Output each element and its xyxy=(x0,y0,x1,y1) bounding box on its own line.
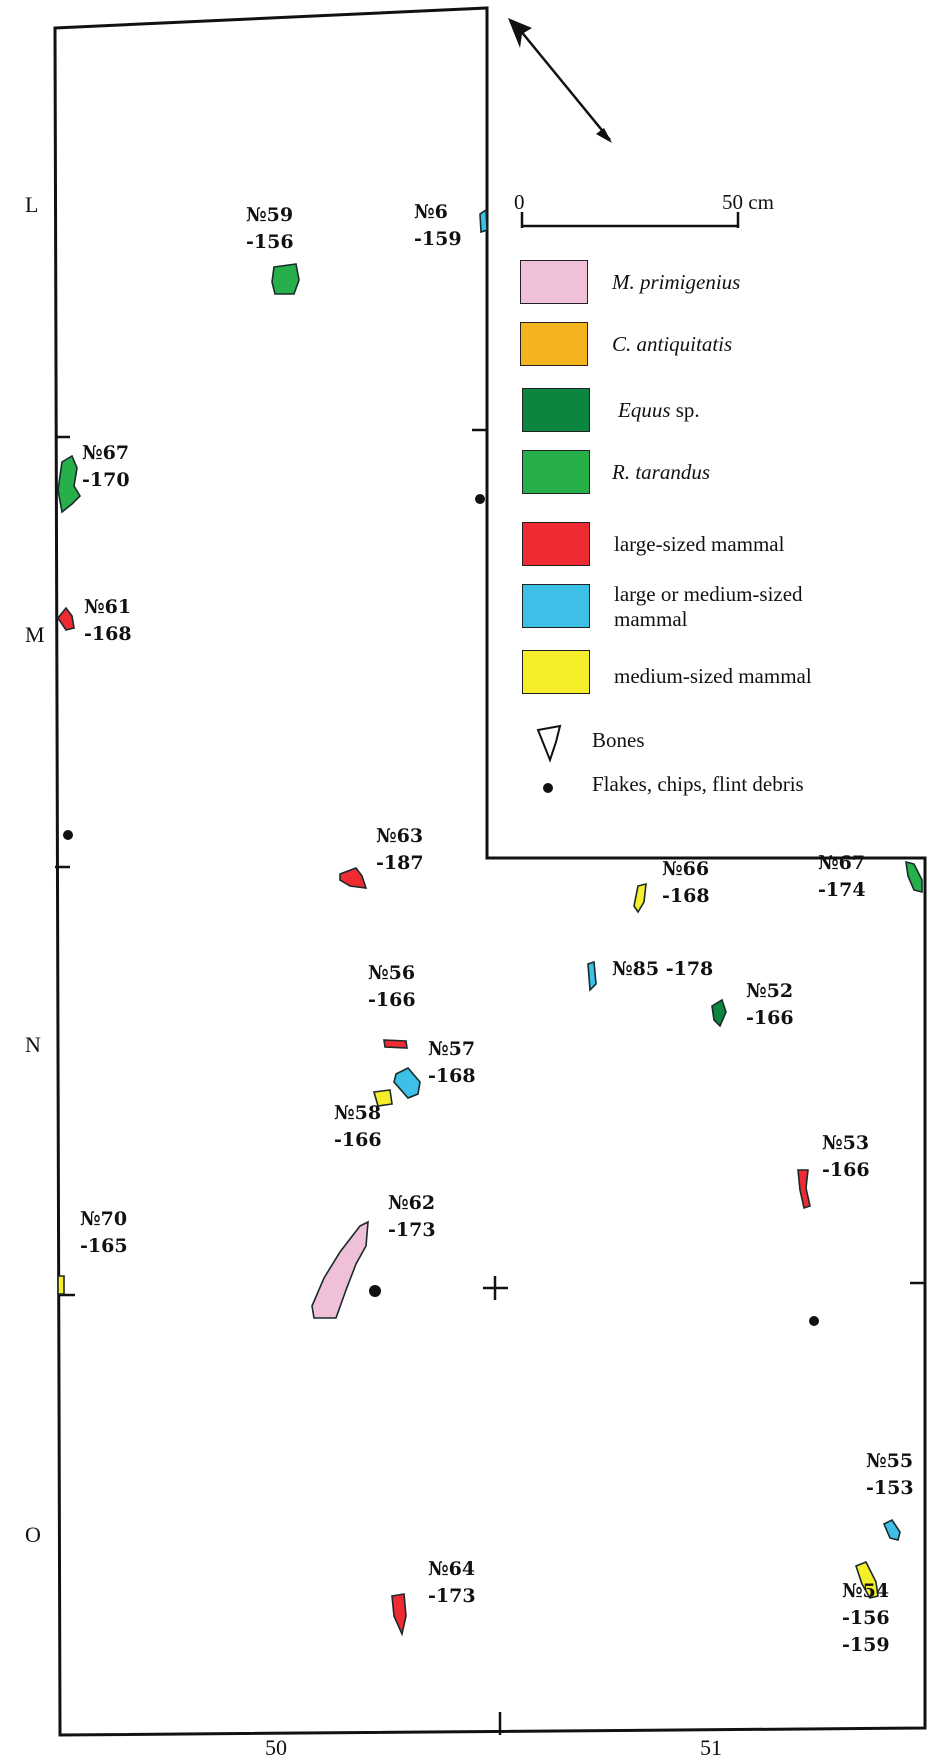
legend-label-bones: Bones xyxy=(592,728,645,752)
bones-layer xyxy=(57,208,923,1637)
legend-label-rhino: C. antiquitatis xyxy=(612,332,733,356)
bone-66 xyxy=(633,882,647,914)
find-label-54: №54 -156 -159 xyxy=(842,1580,890,1656)
legend-swatch-mammoth xyxy=(520,260,588,304)
find-label-53: №53 -166 xyxy=(822,1132,870,1181)
find-label-57: №57 -168 xyxy=(428,1038,476,1087)
row-label-o: O xyxy=(25,1522,41,1547)
bone-58 xyxy=(372,1089,393,1107)
bone-63 xyxy=(339,867,368,889)
find-label-59: №59 -156 xyxy=(246,204,294,253)
bone-67-east xyxy=(905,860,923,894)
legend-label-medium: medium-sized mammal xyxy=(614,664,812,688)
find-label-66: №66 -168 xyxy=(662,858,710,907)
legend-label-mammoth: M. primigenius xyxy=(612,270,741,294)
find-label-85: №85 -178 xyxy=(612,958,714,980)
legend-label-large: large-sized mammal xyxy=(614,532,785,556)
north-arrow-icon xyxy=(508,18,612,143)
legend-label-horse: Equus sp. xyxy=(618,398,700,423)
scale-bar xyxy=(520,212,740,228)
scale-label-end: 50 cm xyxy=(722,190,774,214)
bone-85 xyxy=(587,960,597,992)
find-label-67-west: №67 -170 xyxy=(82,442,130,491)
legend-swatch-horse xyxy=(522,388,590,432)
legend-label-horse-genus: Equus xyxy=(618,398,671,422)
legend-swatch-large-medium xyxy=(522,584,590,628)
legend-label-reindeer: R. tarandus xyxy=(612,460,711,484)
bone-56 xyxy=(383,1039,408,1049)
flakes-layer xyxy=(63,494,819,1326)
legend-label-horse-suffix: sp. xyxy=(670,398,700,422)
find-label-64: №64 -173 xyxy=(428,1558,476,1607)
bone-52 xyxy=(711,998,727,1028)
legend-swatch-reindeer xyxy=(522,450,590,494)
find-label-56: №56 -166 xyxy=(368,962,416,1011)
find-label-6: №6 -159 xyxy=(414,201,462,250)
bone-6 xyxy=(479,208,488,234)
column-label-50: 50 xyxy=(265,1735,287,1760)
find-label-58: №58 -166 xyxy=(334,1102,382,1151)
find-label-52: №52 -166 xyxy=(746,980,794,1029)
legend-swatch-medium xyxy=(522,650,590,694)
scale-label-start: 0 xyxy=(514,190,525,214)
find-label-61: №61 -168 xyxy=(84,596,132,645)
column-label-51: 51 xyxy=(700,1735,722,1760)
row-label-l: L xyxy=(25,192,39,217)
bone-67-west xyxy=(57,454,82,514)
grid-ticks xyxy=(55,428,925,1735)
bone-70 xyxy=(57,1275,65,1295)
flake-symbol-icon xyxy=(543,783,553,793)
bone-64 xyxy=(391,1593,407,1637)
find-label-70: №70 -165 xyxy=(80,1208,128,1257)
bone-53 xyxy=(797,1169,811,1210)
bone-54 xyxy=(855,1560,879,1599)
bone-61 xyxy=(57,606,75,631)
row-label-n: N xyxy=(25,1032,41,1057)
bone-symbol-icon xyxy=(536,724,562,763)
legend-swatch-large xyxy=(522,522,590,566)
trench-outline xyxy=(53,6,927,1737)
find-label-67-east: №67 -174 xyxy=(818,852,866,901)
bone-55 xyxy=(882,1518,901,1541)
legend-swatch-rhino xyxy=(520,322,588,366)
legend-label-flakes: Flakes, chips, flint debris xyxy=(592,772,804,796)
find-label-55: №55 -153 xyxy=(866,1450,914,1499)
row-label-m: M xyxy=(25,622,45,647)
find-label-62: №62 -173 xyxy=(388,1192,436,1241)
bone-59 xyxy=(271,263,300,295)
find-label-63: №63 -187 xyxy=(376,825,424,874)
bone-57 xyxy=(393,1067,421,1099)
legend-label-large-medium: large or medium-sized mammal xyxy=(614,582,803,631)
bone-62 xyxy=(311,1220,369,1319)
